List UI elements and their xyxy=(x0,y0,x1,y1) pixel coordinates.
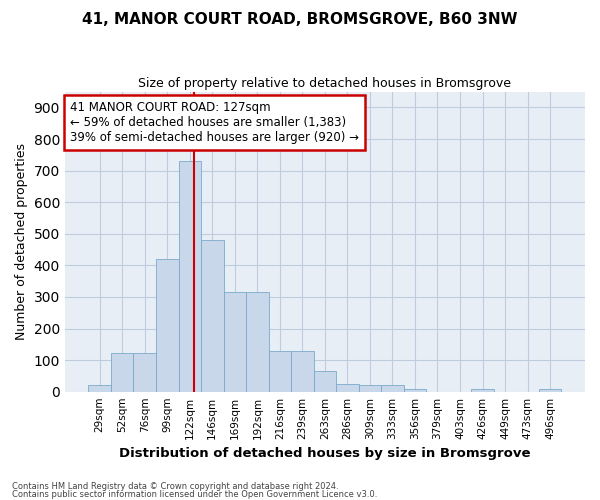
Bar xyxy=(471,389,494,392)
Bar xyxy=(269,350,291,392)
Text: 41, MANOR COURT ROAD, BROMSGROVE, B60 3NW: 41, MANOR COURT ROAD, BROMSGROVE, B60 3N… xyxy=(82,12,518,28)
Title: Size of property relative to detached houses in Bromsgrove: Size of property relative to detached ho… xyxy=(139,78,511,90)
Bar xyxy=(291,350,314,392)
Bar xyxy=(359,384,381,392)
Bar xyxy=(381,386,404,392)
Bar xyxy=(404,388,426,392)
Text: Contains HM Land Registry data © Crown copyright and database right 2024.: Contains HM Land Registry data © Crown c… xyxy=(12,482,338,491)
Bar xyxy=(111,353,133,392)
Bar xyxy=(336,384,359,392)
Text: Contains public sector information licensed under the Open Government Licence v3: Contains public sector information licen… xyxy=(12,490,377,499)
Bar xyxy=(314,371,336,392)
Bar xyxy=(539,388,562,392)
Text: 41 MANOR COURT ROAD: 127sqm
← 59% of detached houses are smaller (1,383)
39% of : 41 MANOR COURT ROAD: 127sqm ← 59% of det… xyxy=(70,100,359,144)
Bar xyxy=(156,259,179,392)
X-axis label: Distribution of detached houses by size in Bromsgrove: Distribution of detached houses by size … xyxy=(119,447,530,460)
Bar xyxy=(179,161,201,392)
Bar xyxy=(246,292,269,392)
Bar xyxy=(201,240,224,392)
Bar xyxy=(133,353,156,392)
Bar xyxy=(224,292,246,392)
Bar xyxy=(88,386,111,392)
Y-axis label: Number of detached properties: Number of detached properties xyxy=(15,143,28,340)
